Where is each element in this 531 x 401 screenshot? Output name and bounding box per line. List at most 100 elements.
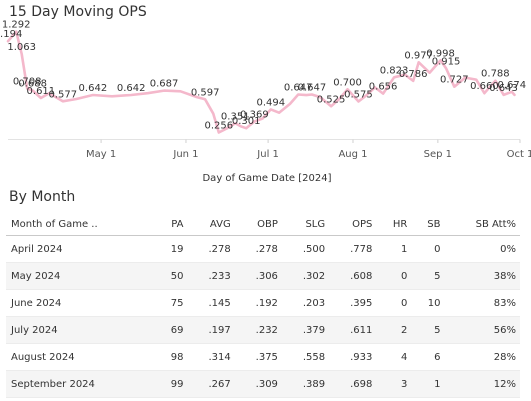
table-cell: .558	[302, 351, 326, 363]
data-label: 0.575	[344, 89, 373, 100]
table-cell: .608	[329, 262, 377, 290]
table-row: August 2024 98 .314 .375 .558 .933 4 6 28%	[6, 344, 520, 371]
data-label: 1.292	[2, 20, 31, 31]
data-label: 0.643	[489, 83, 518, 94]
data-label: 0.656	[369, 82, 398, 93]
table-cell: 5	[411, 262, 445, 290]
data-label: 0.611	[27, 86, 56, 97]
table-body: April 2024 19.278.278.500.778 1 0 0% May 2024…	[6, 236, 520, 398]
table-cell: April 2024	[11, 243, 63, 255]
column-header[interactable]: HR	[376, 213, 412, 236]
table-row: June 2024 75 .145 .192 .203 .395 0 10 83%	[6, 290, 520, 317]
data-label: 0.301	[232, 116, 261, 127]
x-tick-label: Sep 1	[424, 149, 452, 160]
data-labels: 1.2921.1941.0630.7080.6880.6110.5770.642…	[0, 20, 526, 132]
table-cell: June 2024	[11, 297, 62, 309]
table-cell: 0%	[500, 243, 516, 255]
table-cell: July 2024	[6, 316, 156, 344]
data-label: 0.577	[48, 89, 77, 100]
ops-line-chart: May 1 Jun 1 Jul 1 Aug 1 Sep 1 Oct 1 1.2921.19…	[0, 20, 531, 184]
table-cell: .500	[302, 243, 326, 255]
table-cell: .395	[350, 297, 373, 309]
column-header[interactable]: OBP	[234, 213, 282, 236]
monthly-stats-table: Month of Game .. PA AVG OBP SLG OPS HR SB SB Att…	[6, 213, 520, 398]
column-header[interactable]: OPS	[329, 213, 377, 236]
table-cell: .278	[208, 243, 231, 255]
table-cell: May 2024	[6, 262, 156, 290]
table-cell: .375	[255, 351, 278, 363]
table-cell: .314	[208, 351, 231, 363]
column-header[interactable]: PA	[155, 213, 188, 236]
table-cell: 38%	[444, 262, 520, 290]
chart-title: 15 Day Moving OPS	[9, 4, 147, 20]
data-label: 0.998	[426, 48, 455, 59]
table-cell: .192	[255, 297, 278, 309]
table-cell: 1	[411, 370, 445, 398]
data-label: 0.727	[440, 75, 469, 86]
table-cell: .232	[234, 316, 282, 344]
column-header[interactable]: SB Att%	[444, 213, 520, 236]
x-tick-label: Jun 1	[172, 149, 198, 160]
table-cell: 98	[170, 351, 184, 363]
table-cell: September 2024	[6, 370, 156, 398]
table-cell: 1	[400, 243, 408, 255]
data-label: 0.660	[470, 81, 499, 92]
data-label: 0.351	[221, 111, 250, 122]
table-title: By Month	[9, 189, 76, 205]
column-header[interactable]: AVG	[187, 213, 235, 236]
table-cell: 3	[376, 370, 412, 398]
table-cell: .611	[329, 316, 377, 344]
x-tick-label: May 1	[86, 149, 116, 160]
table-cell: .778	[350, 243, 373, 255]
table-cell: August 2024	[11, 351, 75, 363]
table-cell: 69	[155, 316, 188, 344]
table-row: July 2024 69.197.232.379.611 2 5 56%	[6, 316, 520, 344]
table-cell: .309	[234, 370, 282, 398]
table-cell: .389	[281, 370, 330, 398]
table-cell: 28%	[493, 351, 516, 363]
table-header-row: Month of Game .. PA AVG OBP SLG OPS HR SB SB Att…	[6, 213, 520, 236]
column-header[interactable]: Month of Game ..	[6, 213, 156, 236]
table-cell: .933	[350, 351, 373, 363]
table-row: April 2024 19 .278 .278 .500 .778 1 0 0%	[6, 236, 520, 263]
column-header[interactable]: SB	[411, 213, 445, 236]
table-cell: 56%	[444, 316, 520, 344]
data-label: 0.823	[380, 65, 409, 76]
table-cell: 50	[155, 262, 188, 290]
data-label: 0.786	[399, 69, 428, 80]
data-label: 0.642	[79, 83, 108, 94]
table-cell: .233	[187, 262, 235, 290]
column-header[interactable]: SLG	[281, 213, 330, 236]
table-row: September 2024 99.267.309.389.698 3 1 12%	[6, 370, 520, 398]
table-cell: .379	[281, 316, 330, 344]
table-cell: 19	[170, 243, 184, 255]
data-label: 1.194	[0, 29, 22, 40]
table-cell: .145	[208, 297, 231, 309]
table-cell: .302	[281, 262, 330, 290]
table-cell: .267	[187, 370, 235, 398]
table-cell: 4	[400, 351, 408, 363]
data-label: 1.063	[7, 42, 36, 53]
data-label: 0.525	[317, 94, 346, 105]
data-label: 0.597	[191, 87, 220, 98]
x-axis-title: Day of Game Date [2024]	[202, 173, 331, 184]
table-row: May 2024 50.233.306.302.608 0 5 38%	[6, 262, 520, 290]
data-label: 0.369	[240, 110, 269, 121]
table-cell: 75	[170, 297, 184, 309]
table-cell: .306	[234, 262, 282, 290]
table-cell: 5	[411, 316, 445, 344]
table-cell: 10	[427, 297, 441, 309]
table-cell: .197	[187, 316, 235, 344]
data-label: 0.788	[481, 69, 510, 80]
table-cell: 0	[434, 243, 441, 255]
data-label: 0.687	[150, 79, 179, 90]
table-cell: 6	[434, 351, 441, 363]
table-cell: .278	[255, 243, 278, 255]
data-label: 0.700	[333, 77, 362, 88]
data-label: 0.494	[257, 97, 286, 108]
data-label: 0.647	[284, 82, 313, 93]
series-line-0	[6, 30, 516, 134]
table-cell: 12%	[444, 370, 520, 398]
data-label: 0.647	[298, 82, 327, 93]
